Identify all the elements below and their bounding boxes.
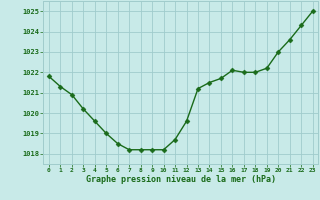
X-axis label: Graphe pression niveau de la mer (hPa): Graphe pression niveau de la mer (hPa) xyxy=(86,175,276,184)
